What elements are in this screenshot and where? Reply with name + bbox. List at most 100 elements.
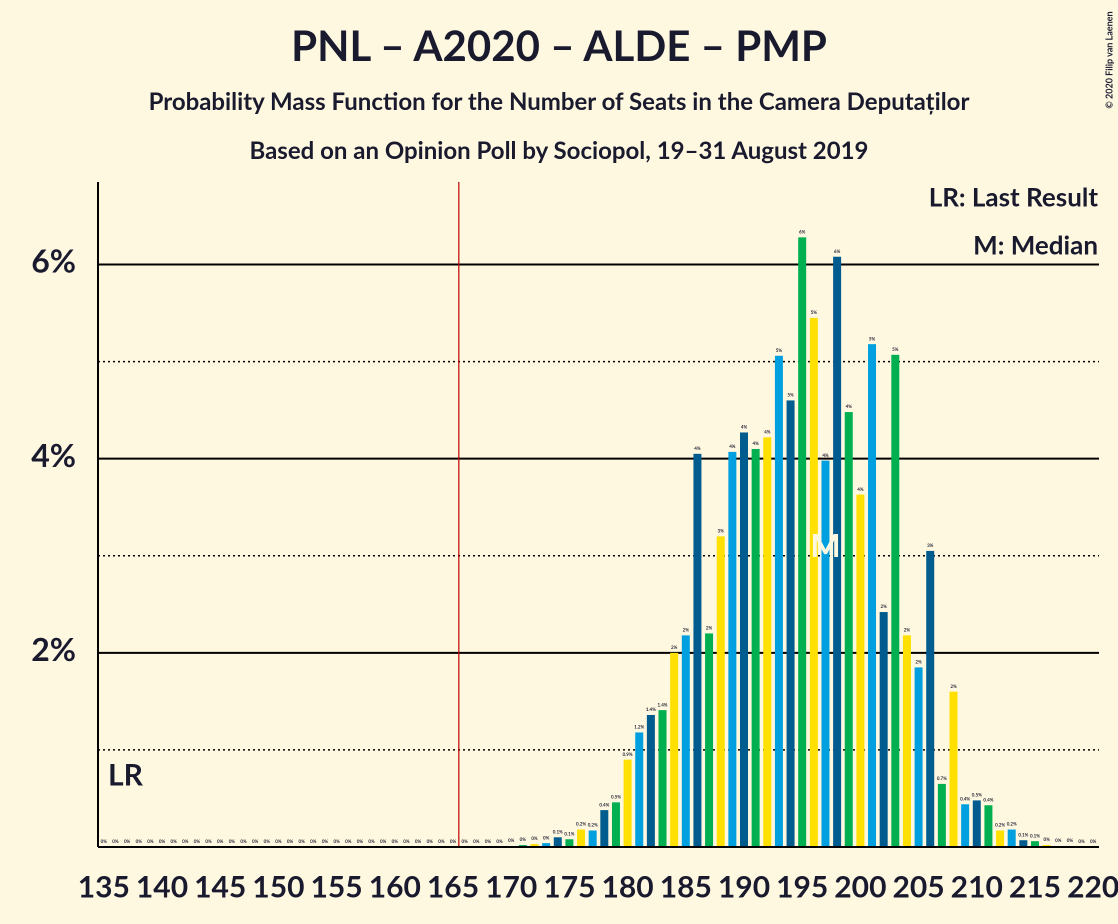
value-label: 0%	[322, 839, 329, 844]
value-label: 5%	[811, 310, 818, 315]
bar	[588, 830, 597, 847]
bar	[693, 453, 702, 847]
x-tick-label: 160	[369, 869, 421, 905]
value-label: 0%	[194, 839, 201, 844]
value-label: 0.2%	[588, 823, 598, 828]
value-label: 0.1%	[1018, 832, 1028, 837]
bar	[786, 400, 795, 847]
value-label: 5%	[776, 348, 783, 353]
x-tick-label: 205	[892, 869, 944, 905]
value-label: 5%	[869, 336, 876, 341]
bar	[809, 317, 818, 847]
bar	[658, 710, 667, 847]
bar	[553, 837, 562, 847]
bar	[996, 830, 1005, 847]
value-label: 4%	[741, 425, 748, 430]
bar	[623, 759, 632, 847]
chart-source: Based on an Opinion Poll by Sociopol, 19…	[250, 136, 869, 165]
value-label: 0%	[147, 839, 154, 844]
value-label: 5%	[787, 393, 794, 398]
value-label: 0.2%	[1007, 822, 1017, 827]
bar	[530, 844, 539, 847]
value-label: 2%	[950, 684, 957, 689]
value-label: 0.5%	[972, 793, 982, 798]
bar	[821, 460, 830, 847]
x-tick-label: 195	[776, 869, 828, 905]
value-label: 0%	[403, 839, 410, 844]
value-label: 0%	[368, 839, 375, 844]
value-label: 3%	[927, 543, 934, 548]
value-label: 5%	[892, 347, 899, 352]
value-label: 0%	[136, 839, 143, 844]
value-label: 1.2%	[634, 725, 644, 730]
value-label: 0%	[101, 839, 108, 844]
y-tick-label: 2%	[31, 629, 76, 668]
x-tick-label: 135	[78, 869, 130, 905]
bar	[868, 344, 877, 847]
value-label: 0%	[205, 839, 212, 844]
value-label: 0.4%	[599, 802, 609, 807]
value-label: 0.2%	[576, 822, 586, 827]
value-label: 0%	[345, 839, 352, 844]
value-label: 0.5%	[611, 794, 621, 799]
bar	[1007, 829, 1016, 847]
x-tick-label: 140	[136, 869, 188, 905]
value-label: 4%	[846, 404, 853, 409]
value-label: 0%	[112, 839, 119, 844]
value-label: 0%	[217, 839, 224, 844]
x-tick-label: 145	[194, 869, 246, 905]
value-label: 4%	[822, 453, 829, 458]
value-label: 6%	[834, 249, 841, 254]
x-tick-label: 190	[718, 869, 770, 905]
value-label: 0.4%	[983, 797, 993, 802]
bar	[635, 732, 644, 847]
bar	[844, 412, 853, 847]
bar	[798, 237, 807, 848]
value-label: 4%	[764, 429, 771, 434]
bar	[728, 451, 737, 847]
bar	[542, 843, 551, 847]
value-label: 0%	[1043, 837, 1050, 842]
value-label: 4%	[694, 446, 701, 451]
value-label: 0%	[1078, 839, 1085, 844]
bar	[879, 612, 888, 847]
value-label: 0.9%	[623, 752, 633, 757]
value-label: 0%	[438, 839, 445, 844]
value-label: 0%	[485, 839, 492, 844]
value-label: 2%	[915, 660, 922, 665]
last-result-label: LR	[108, 757, 144, 793]
value-label: 2%	[683, 628, 690, 633]
median-marker: M	[810, 525, 840, 564]
x-tick-label: 215	[1009, 869, 1061, 905]
value-label: 0%	[450, 839, 457, 844]
value-label: 0%	[461, 839, 468, 844]
x-tick-label: 200	[834, 869, 886, 905]
bar	[670, 652, 679, 847]
value-label: 0.4%	[960, 796, 970, 801]
bar	[611, 802, 620, 847]
value-label: 0%	[124, 839, 131, 844]
value-label: 0.2%	[995, 823, 1005, 828]
value-label: 2%	[706, 626, 713, 631]
bar	[891, 354, 900, 847]
bar	[646, 714, 655, 847]
value-label: 0%	[473, 839, 480, 844]
value-label: 0%	[310, 839, 317, 844]
value-label: 0%	[357, 839, 364, 844]
value-label: 0%	[380, 839, 387, 844]
value-label: 3%	[718, 528, 725, 533]
value-label: 0%	[508, 838, 515, 843]
bar	[751, 448, 760, 847]
bar	[914, 667, 923, 847]
chart-subtitle: Probability Mass Function for the Number…	[149, 87, 970, 116]
value-label: 0%	[1090, 839, 1097, 844]
value-label: 2%	[671, 645, 678, 650]
bar	[1030, 841, 1039, 847]
value-label: 0%	[240, 839, 247, 844]
value-label: 4%	[729, 444, 736, 449]
x-tick-label: 165	[427, 869, 479, 905]
value-label: 0%	[415, 839, 422, 844]
y-tick-label: 4%	[31, 435, 76, 474]
bar	[716, 536, 725, 847]
